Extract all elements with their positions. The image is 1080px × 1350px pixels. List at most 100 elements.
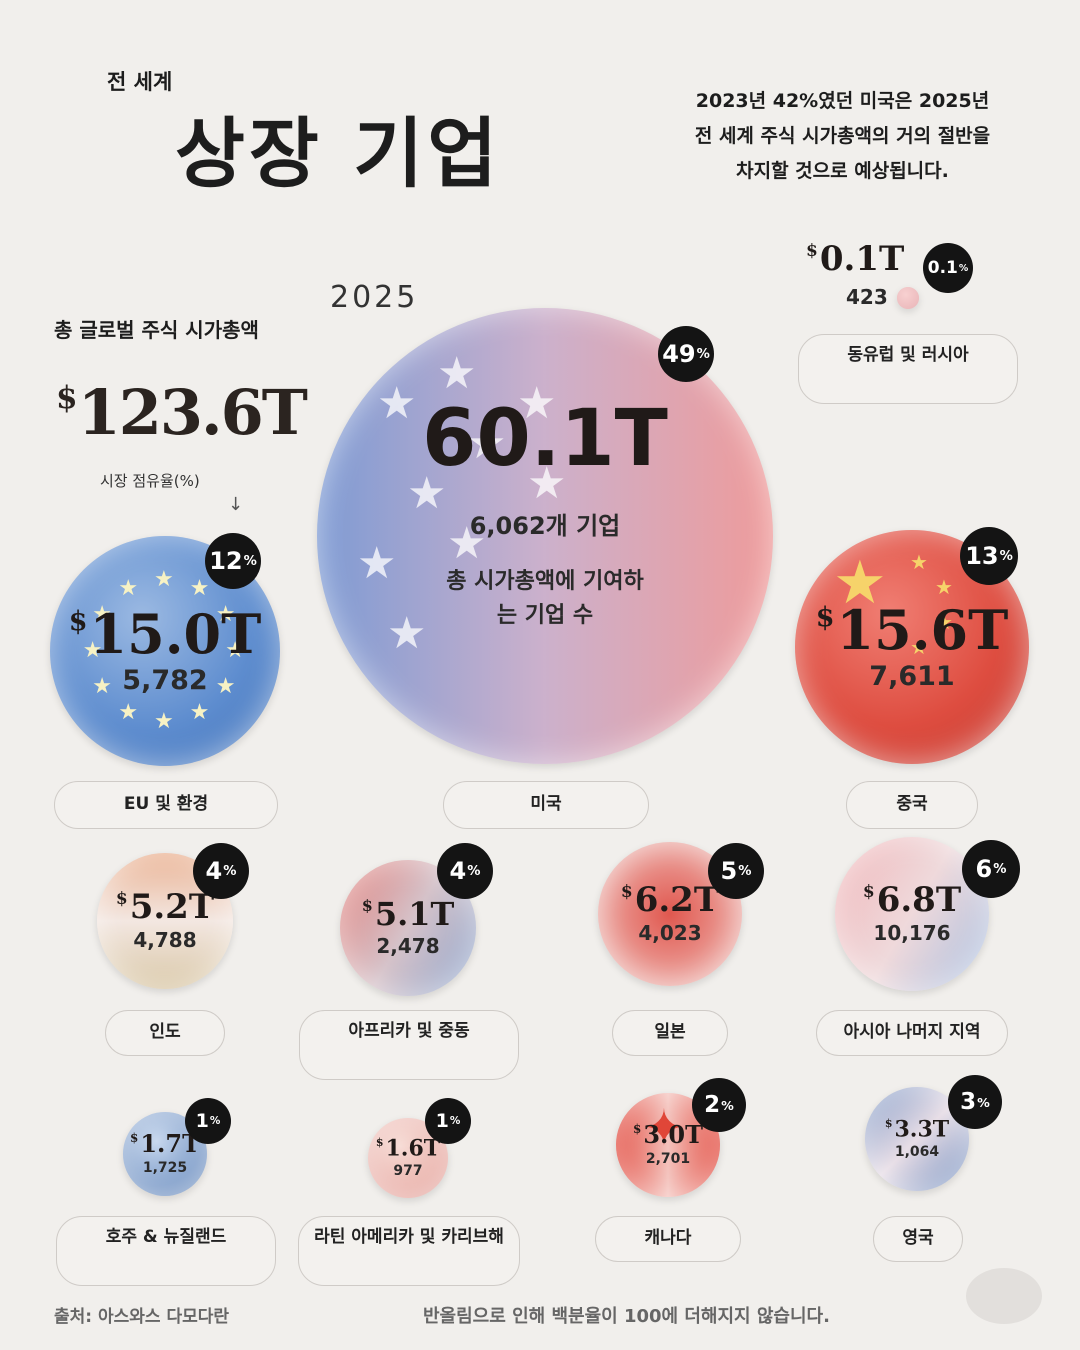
- percent-value: 2: [704, 1092, 721, 1118]
- bubble-content: $5.1T 2,478: [340, 860, 476, 996]
- percent-value: 1: [435, 1110, 449, 1132]
- bubble-content: $6.2T 4,023: [598, 842, 742, 986]
- bubble-value-label: $6.2T: [621, 883, 719, 917]
- percent-value: 4: [449, 857, 467, 885]
- bubble-company-count: 1,725: [142, 1160, 188, 1177]
- bubble-value: 1.6T: [385, 1135, 441, 1162]
- currency-symbol: $: [361, 896, 373, 916]
- bubble-company-count: 6,062개 기업: [469, 511, 621, 540]
- bubble-company-count: 10,176: [873, 921, 951, 945]
- percent-value: 12: [209, 547, 243, 575]
- percent-sign: %: [977, 1094, 990, 1110]
- flag-star-icon: ★: [377, 378, 417, 429]
- region-label-rest-of-asia: 아시아 나머지 지역: [816, 1010, 1008, 1056]
- region-label-japan: 일본: [612, 1010, 728, 1056]
- bubble-value-label: $15.6T: [816, 603, 1009, 657]
- bubble-content: $5.2T 4,788: [97, 853, 233, 989]
- maple-leaf-icon: ✦: [643, 1099, 685, 1157]
- eu-star-icon: ★: [189, 699, 210, 725]
- bubble-content: $3.3T 1,064: [865, 1087, 969, 1191]
- bubble-value-label: $3.0T: [633, 1123, 703, 1147]
- bubble-value: 5.1T: [374, 895, 455, 933]
- region-label-eastern-europe-russia: 동유럽 및 러시아: [798, 334, 1018, 404]
- bubble-content: $15.6T 7,611: [795, 530, 1029, 764]
- bubble-content: $1.6T 977: [368, 1118, 448, 1198]
- china-star-icon: ★: [935, 575, 953, 599]
- currency-symbol: $: [375, 1135, 384, 1149]
- china-star-icon: ★: [935, 610, 953, 634]
- bubble-latin-america-caribbean: $1.6T 977: [368, 1118, 448, 1198]
- bubble-content: $1.7T 1,725: [123, 1112, 207, 1196]
- bubble-value-label: $1.6T: [376, 1137, 440, 1159]
- rounding-note: 반올림으로 인해 백분율이 100에 더해지지 않습니다.: [423, 1306, 830, 1327]
- percent-sign: %: [999, 548, 1013, 564]
- region-label-canada: 캐나다: [595, 1216, 741, 1262]
- eu-star-icon: ★: [189, 576, 210, 602]
- flag-star-icon: ★: [517, 378, 557, 429]
- eu-star-icon: ★: [82, 638, 103, 663]
- percent-sign: %: [223, 863, 237, 879]
- china-star-icon: ★: [910, 635, 928, 659]
- region-label-united-states: 미국: [443, 781, 649, 829]
- percent-sign: %: [738, 863, 752, 879]
- bubble-content: $3.0T 2,701: [616, 1093, 720, 1197]
- flag-star-icon: ★: [387, 608, 427, 659]
- percent-badge: 2%: [692, 1078, 746, 1132]
- bubble-company-count: 2,701: [645, 1151, 691, 1168]
- market-share-note: 시장 점유율(%): [100, 472, 200, 490]
- percent-badge: 4%: [437, 843, 493, 899]
- source-note: 출처: 아스와스 다모다란: [54, 1307, 230, 1327]
- total-currency: $: [56, 379, 78, 416]
- flag-star-icon: ★: [357, 538, 397, 589]
- eu-star-icon: ★: [225, 638, 246, 663]
- percent-badge: 5%: [708, 843, 764, 899]
- percent-sign: %: [467, 863, 481, 879]
- page-subtitle: 전 세계: [107, 70, 173, 94]
- bubble-value: 15.6T: [836, 597, 1009, 662]
- currency-symbol: $: [806, 240, 818, 261]
- bubble-company-count: 423: [846, 285, 888, 309]
- eu-star-icon: ★: [92, 673, 112, 699]
- region-label-africa-middle-east: 아프리카 및 중동: [299, 1010, 519, 1080]
- percent-badge: 1%: [425, 1098, 471, 1144]
- bubble-value: 5.2T: [129, 887, 215, 927]
- percent-badge: 3%: [948, 1075, 1002, 1129]
- china-star-icon: ★: [910, 550, 928, 574]
- percent-value: 6: [975, 855, 993, 883]
- year-label: 2025: [330, 280, 419, 315]
- percent-value: 3: [960, 1089, 977, 1115]
- region-label-china: 중국: [846, 781, 978, 829]
- brand-logo-icon: [966, 1268, 1042, 1324]
- region-label-latin-america-caribbean: 라틴 아메리카 및 카리브해: [298, 1216, 520, 1286]
- percent-value: 1: [195, 1110, 209, 1132]
- bubble-value-label: $0.1T: [806, 242, 904, 276]
- percent-value: 5: [720, 857, 738, 885]
- total-market-cap-label: 총 글로벌 주식 시가총액: [54, 318, 259, 342]
- total-value-number: 123.6T: [77, 376, 308, 449]
- bubble-eu: ★ ★ ★ ★ ★ ★ ★ ★ ★ ★ ★ ★ $15.0T 5,782: [50, 536, 280, 766]
- bubble-value: 6.8T: [876, 880, 962, 920]
- region-label-united-kingdom: 영국: [873, 1216, 963, 1262]
- bubble-company-count: 1,064: [894, 1144, 940, 1161]
- bubble-value-label: 60.1T: [422, 393, 668, 484]
- region-label-india: 인도: [105, 1010, 225, 1056]
- region-label-australia-new-zealand: 호주 & 뉴질랜드: [56, 1216, 276, 1286]
- eu-star-icon: ★: [154, 709, 174, 735]
- percent-badge: 13%: [960, 527, 1018, 585]
- currency-symbol: $: [130, 1130, 139, 1145]
- percent-value: 4: [205, 857, 223, 885]
- page-title: 상장 기업: [175, 109, 502, 198]
- percent-badge: 4%: [193, 843, 249, 899]
- currency-symbol: $: [68, 605, 88, 637]
- china-star-icon: ★: [833, 548, 887, 618]
- bubble-caption: 총 시가총액에 기여하는 기업 수: [446, 568, 644, 628]
- percent-sign: %: [209, 1115, 221, 1127]
- percent-badge: 0.1%: [923, 243, 973, 293]
- flag-star-icon: ★: [437, 348, 477, 399]
- bubble-value-label: $6.8T: [863, 883, 961, 917]
- bubble-value-label: $5.1T: [362, 898, 455, 930]
- flag-star-icon: ★: [467, 418, 507, 469]
- bubble-china: ★ ★ ★ ★ ★ $15.6T 7,611: [795, 530, 1029, 764]
- percent-badge: 49%: [658, 326, 714, 382]
- eu-star-icon: ★: [118, 576, 139, 602]
